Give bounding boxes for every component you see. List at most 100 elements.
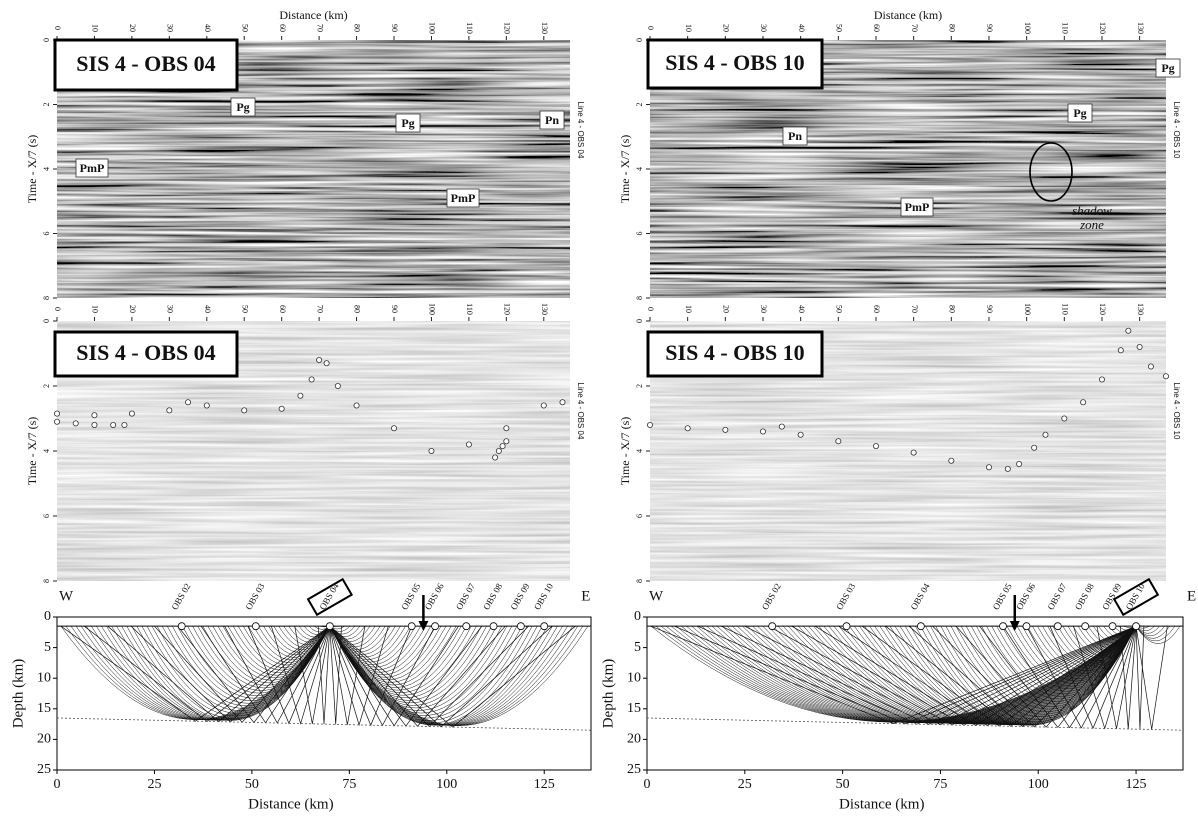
reflected-ray bbox=[1026, 626, 1137, 729]
travel-time-pick bbox=[1080, 399, 1087, 406]
annotation: PmP bbox=[905, 200, 930, 214]
travel-time-pick bbox=[185, 399, 192, 406]
travel-time-pick bbox=[316, 356, 323, 363]
x-tick-label: 130 bbox=[540, 303, 549, 315]
ray bbox=[329, 626, 589, 726]
east-label: E bbox=[1187, 588, 1196, 604]
travel-time-pick bbox=[684, 425, 691, 432]
y-tick-label: 4 bbox=[635, 449, 644, 453]
reflected-ray bbox=[294, 626, 331, 724]
travel-time-pick bbox=[323, 360, 330, 367]
reflected-ray bbox=[1049, 626, 1137, 730]
obs-label: OBS 07 bbox=[454, 581, 477, 611]
travel-time-pick bbox=[241, 407, 248, 414]
travel-time-pick bbox=[1117, 347, 1124, 354]
reflected-ray bbox=[932, 625, 1137, 728]
y-tick-label: 4 bbox=[42, 449, 51, 453]
x-tick-label: 20 bbox=[128, 305, 137, 313]
x-tick-label: 0 bbox=[53, 26, 62, 30]
y-tick-label: 2 bbox=[42, 103, 51, 107]
x-tick-label: 25 bbox=[147, 777, 161, 792]
annotation: Pg bbox=[1161, 61, 1174, 75]
obs-station bbox=[1132, 622, 1140, 631]
travel-time-pick bbox=[1098, 376, 1105, 383]
travel-time-pick bbox=[353, 402, 360, 409]
travel-time-pick bbox=[503, 425, 510, 432]
shadow-zone-outline bbox=[1029, 142, 1073, 202]
x-tick-label: 50 bbox=[834, 305, 843, 313]
x-tick-label: 110 bbox=[465, 22, 474, 34]
reflected-ray bbox=[329, 625, 576, 728]
y-tick-label: 4 bbox=[635, 167, 644, 171]
x-axis-label: Distance (km) bbox=[279, 8, 347, 22]
reflected-ray bbox=[224, 626, 331, 724]
active-obs-box bbox=[1112, 577, 1160, 617]
annotation: shadow zone bbox=[1072, 203, 1112, 232]
reflected-ray bbox=[84, 625, 331, 722]
travel-time-pick bbox=[54, 418, 61, 425]
x-axis-label: Distance (km) bbox=[839, 796, 924, 812]
y-tick-label: 5 bbox=[634, 640, 641, 655]
y-tick-label: 0 bbox=[634, 609, 641, 624]
x-tick-label: 80 bbox=[353, 24, 362, 32]
travel-time-pick bbox=[1061, 415, 1068, 422]
x-tick-label: 10 bbox=[684, 24, 693, 32]
obs-station bbox=[842, 622, 851, 631]
x-tick-label: 30 bbox=[759, 24, 768, 32]
travel-time-pick bbox=[778, 423, 785, 430]
obs-station bbox=[1081, 622, 1090, 631]
reflected-ray bbox=[329, 625, 529, 728]
travel-time-pick bbox=[465, 441, 472, 448]
x-tick-label: 10 bbox=[91, 24, 100, 32]
x-tick-label: 110 bbox=[465, 303, 474, 315]
plot-frame bbox=[56, 616, 592, 771]
x-tick-label: 50 bbox=[834, 24, 843, 32]
reflected-ray bbox=[955, 625, 1137, 728]
x-tick-label: 50 bbox=[240, 24, 249, 32]
x-axis-label: Distance (km) bbox=[248, 796, 333, 812]
reflected-ray bbox=[60, 625, 331, 722]
annotation: Pg bbox=[236, 100, 249, 114]
x-tick-label: 10 bbox=[91, 305, 100, 313]
travel-time-pick bbox=[121, 421, 128, 428]
travel-time-pick bbox=[495, 447, 502, 454]
annotation-box bbox=[1155, 58, 1181, 78]
y-axis-label: Depth (km) bbox=[10, 659, 26, 729]
travel-time-pick bbox=[297, 392, 304, 399]
y-tick-label: 20 bbox=[37, 732, 51, 747]
x-tick-label: 0 bbox=[646, 26, 655, 30]
x-tick-label: 125 bbox=[1126, 777, 1147, 792]
travel-time-pick bbox=[391, 425, 398, 432]
title-box bbox=[53, 38, 239, 92]
x-tick-label: 90 bbox=[390, 24, 399, 32]
x-tick-label: 80 bbox=[947, 305, 956, 313]
y-tick-label: 8 bbox=[42, 296, 51, 300]
y-tick-label: 8 bbox=[42, 579, 51, 583]
reflected-ray bbox=[1135, 626, 1145, 730]
travel-time-pick bbox=[910, 449, 917, 456]
y-tick-label: 0 bbox=[42, 38, 51, 42]
annotation-box bbox=[900, 197, 934, 217]
x-tick-label: 30 bbox=[165, 24, 174, 32]
obs-station bbox=[768, 622, 777, 631]
x-tick-label: 90 bbox=[985, 24, 994, 32]
obs-station bbox=[251, 622, 260, 631]
obs-label: OBS 03 bbox=[243, 581, 266, 611]
y-axis-label: Time - X/7 (s) bbox=[25, 135, 39, 204]
annotation-box bbox=[782, 126, 808, 146]
obs-station bbox=[177, 622, 186, 631]
x-tick-label: 40 bbox=[797, 24, 806, 32]
travel-time-pick bbox=[492, 454, 499, 461]
travel-time-pick bbox=[835, 438, 842, 445]
obs-station bbox=[1022, 622, 1031, 631]
obs-label: OBS 08 bbox=[481, 581, 504, 611]
travel-time-pick bbox=[797, 431, 804, 438]
reflected-ray bbox=[329, 626, 366, 725]
obs-station bbox=[1053, 622, 1062, 631]
travel-time-pick bbox=[166, 407, 173, 414]
ray-paths bbox=[650, 625, 1181, 730]
panel-title: SIS 4 - OBS 10 bbox=[665, 50, 804, 75]
travel-time-pick bbox=[1125, 327, 1132, 334]
x-tick-label: 120 bbox=[502, 303, 511, 315]
